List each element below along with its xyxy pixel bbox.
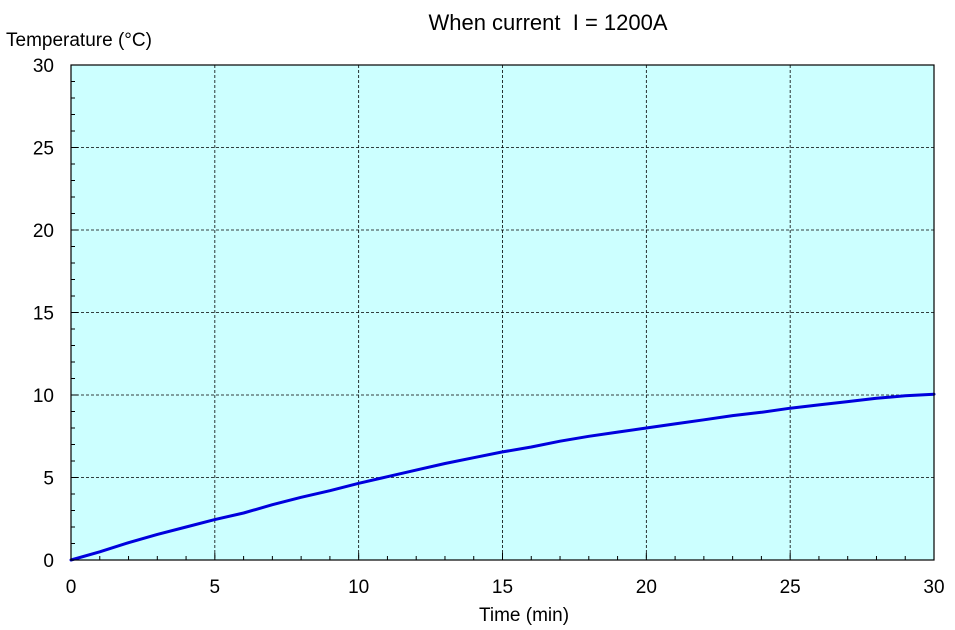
y-axis-ticks: 0 5 10 15 20 25 30: [33, 56, 54, 572]
x-tick-label: 20: [636, 577, 657, 598]
x-tick-label: 15: [492, 577, 513, 598]
chart-title: When current I = 1200A: [428, 10, 667, 35]
minor-ticks: [70, 64, 935, 561]
y-tick-label: 25: [33, 139, 54, 160]
x-axis-ticks: 0 5 10 15 20 25 30: [66, 577, 945, 598]
grid: [71, 65, 934, 560]
x-tick-label: 0: [66, 577, 77, 598]
y-tick-label: 15: [33, 304, 54, 325]
y-tick-label: 30: [33, 56, 54, 77]
x-tick-label: 30: [923, 577, 944, 598]
x-tick-label: 5: [210, 577, 221, 598]
y-tick-label: 10: [33, 386, 54, 407]
x-tick-label: 10: [348, 577, 369, 598]
y-tick-label: 0: [43, 551, 54, 572]
x-axis-label: Time (min): [479, 605, 569, 626]
y-axis-label: Temperature (°C): [6, 30, 152, 51]
y-tick-label: 20: [33, 221, 54, 242]
temperature-line: [69, 392, 936, 562]
x-tick-label: 25: [780, 577, 801, 598]
plot-frame: [70, 64, 935, 561]
y-tick-label: 5: [43, 469, 54, 490]
